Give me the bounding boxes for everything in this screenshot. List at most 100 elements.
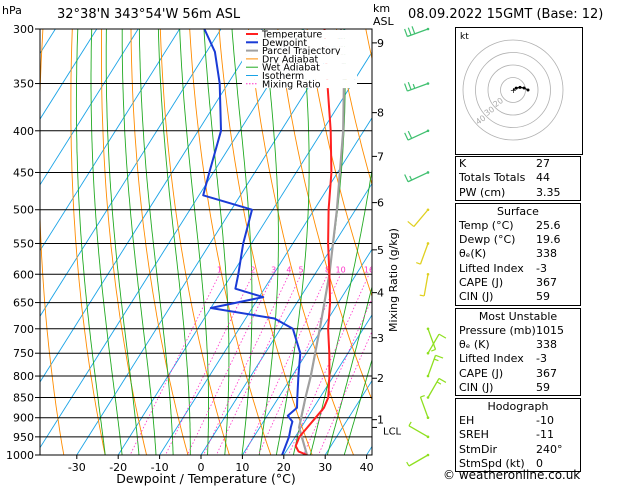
wind-barb <box>426 354 444 378</box>
wind-barb <box>416 242 430 265</box>
wet-adiabat-line <box>138 29 174 455</box>
mixing-ratio-line <box>215 274 302 455</box>
temp-tick-label: 0 <box>198 461 205 474</box>
sreh-row: SREH -11 <box>459 428 554 442</box>
dry-adiabat-line <box>306 29 372 298</box>
dry-adiabat-line <box>159 29 230 455</box>
isotherm-line <box>40 29 139 186</box>
isotherm-line <box>283 314 372 455</box>
temp-tick-label: -10 <box>151 461 169 474</box>
legend-item: Dry Adiabat <box>262 54 319 65</box>
mixing-ratio-line <box>186 274 275 455</box>
isotherm-line <box>241 248 372 455</box>
km-tick-label: 7 <box>377 150 384 163</box>
temp-tick-label: 40 <box>360 461 374 474</box>
legend-item: Isotherm <box>262 71 304 82</box>
wind-barb <box>426 327 437 352</box>
hodograph-point <box>526 88 530 92</box>
datetime-label: 08.09.2022 15GMT (Base: 12) <box>408 7 604 22</box>
x-axis-label: Dewpoint / Temperature (°C) <box>116 471 295 486</box>
hodograph-ring <box>487 64 539 116</box>
pressure-tick-label: 650 <box>13 297 34 310</box>
km-tick-label: 2 <box>377 372 384 385</box>
temp-tick-label: -30 <box>68 461 86 474</box>
location-label: 32°38'N 343°54'W 56m ASL <box>57 7 241 22</box>
hpa-unit-label: hPa <box>2 4 22 17</box>
wet-adiabat-line <box>203 29 230 455</box>
wet-adiabat-line <box>275 29 310 455</box>
isotherm-line <box>40 29 181 252</box>
isotherm-line <box>40 29 98 120</box>
pressure-tick-label: 950 <box>13 431 34 444</box>
asl-unit-label: ASL <box>373 15 394 28</box>
dry-adiabat-line <box>218 29 313 455</box>
legend-item: Mixing Ratio <box>262 79 321 90</box>
legend-item: Temperature <box>261 30 322 41</box>
dry-adiabat-line <box>70 29 106 455</box>
dry-adiabat-line <box>594 11 629 472</box>
isotherm-line <box>324 379 372 455</box>
surface-box: Surface Temp (°C) 25.6 Dewp (°C) 19.6 θₑ(K… <box>455 202 581 306</box>
surface-temp-row: Temp (°C) 25.6 <box>459 218 561 232</box>
wind-barb <box>404 26 430 38</box>
mixing-ratio-axis-label: Mixing Ratio (g/kg) <box>387 228 400 332</box>
wet-adiabat-line <box>231 29 253 455</box>
surface-dewp-row: Dewp (°C) 19.6 <box>459 233 561 247</box>
surface-theta-row: θₑ(K) 338 <box>459 247 557 261</box>
mixing-ratio-line <box>203 274 290 455</box>
km-tick-label: 4 <box>377 287 384 300</box>
legend-item: Parcel Trajectory <box>262 46 341 57</box>
stmdir-row: StmDir 240° <box>459 442 563 456</box>
pressure-tick-label: 600 <box>13 268 34 281</box>
hodograph-ring <box>475 52 551 128</box>
wind-barb <box>407 208 430 228</box>
surface-cape-row: CAPE (J) 367 <box>459 276 557 290</box>
hodograph-title: Hodograph <box>487 400 549 414</box>
surface-li-row: Lifted Index -3 <box>459 261 547 275</box>
wind-barb <box>419 394 430 420</box>
temp-tick-label: 30 <box>318 461 332 474</box>
eh-row: EH -10 <box>459 414 554 428</box>
km-unit-label: km <box>373 2 391 15</box>
lcl-label: LCL <box>383 426 402 437</box>
mixing-ratio-line <box>244 274 328 455</box>
hodograph-ring <box>500 77 526 103</box>
km-tick-label: 8 <box>377 107 384 120</box>
legend-item: Dewpoint <box>262 38 307 49</box>
wind-barb <box>419 272 430 297</box>
hodograph-ring <box>462 39 564 141</box>
indices-box: K 27 Totals Totals 44 PW (cm) 3.35 <box>455 156 581 201</box>
isotherm-line <box>159 117 372 455</box>
isotherm-line <box>40 29 222 318</box>
hodograph-point <box>514 86 518 90</box>
mixing-ratio-line <box>288 274 370 455</box>
wind-barb <box>426 333 447 355</box>
surface-title: Surface <box>497 204 539 218</box>
km-tick-label: 3 <box>377 332 384 345</box>
mu-theta-row: θₑ (K) 338 <box>459 337 557 351</box>
pressure-tick-label: 300 <box>13 23 34 36</box>
mixing-ratio-line <box>302 297 372 455</box>
pw-row: PW (cm) 3.35 <box>459 185 561 199</box>
hodograph-box: Hodograph EH -10 SREH -11 StmDir 240° StmSp… <box>455 398 581 473</box>
mixing-ratio-label: 4 <box>286 265 291 274</box>
pressure-tick-label: 750 <box>13 347 34 360</box>
km-tick-label: 9 <box>377 37 384 50</box>
mixing-ratio-label: 1 <box>217 265 222 274</box>
dry-adiabat-line <box>40 29 65 455</box>
temp-tick-label: 20 <box>277 461 291 474</box>
plot-area: 1 2 3 4 5 8 10 16 20 25 <box>40 11 629 472</box>
wet-adiabat-line <box>157 29 191 455</box>
mu-li-row: Lifted Index -3 <box>459 352 547 366</box>
dry-adiabat-line <box>101 29 148 455</box>
pressure-tick-label: 500 <box>13 204 34 217</box>
mixing-ratio-label: 3 <box>271 265 276 274</box>
dry-adiabat-line <box>336 29 372 187</box>
storm-motion-marker: + <box>510 86 517 95</box>
mixing-ratio-line <box>318 330 372 455</box>
dry-adiabat-line <box>130 29 189 455</box>
mu-cape-row: CAPE (J) 367 <box>459 366 557 380</box>
